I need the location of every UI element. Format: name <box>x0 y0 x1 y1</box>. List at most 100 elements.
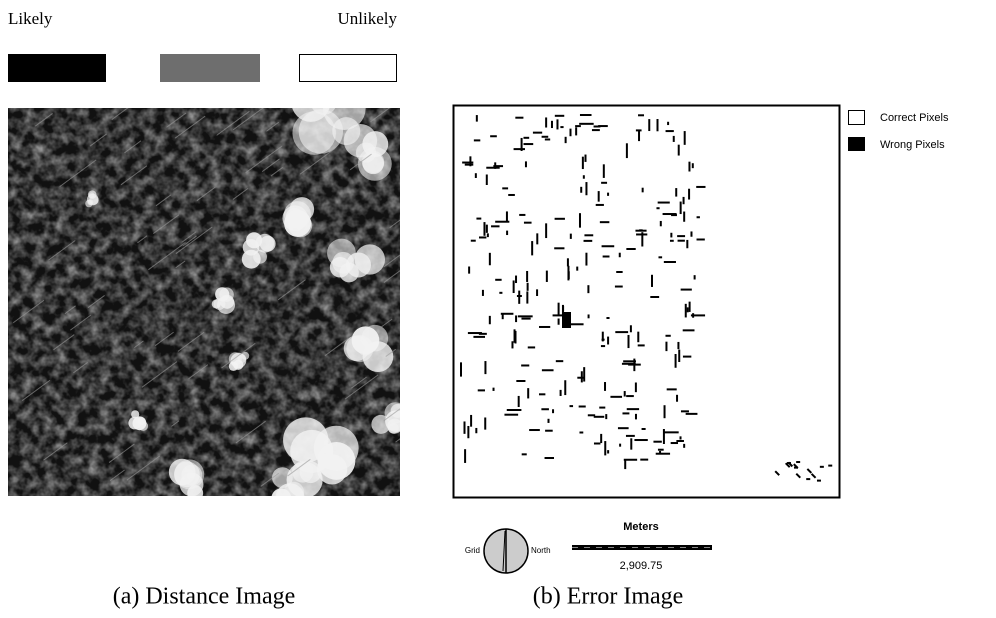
error-image-frame <box>452 104 841 499</box>
texture <box>155 194 172 207</box>
texture <box>285 207 304 226</box>
compass-right: North <box>531 546 551 555</box>
texture <box>126 455 161 481</box>
texture <box>235 420 266 444</box>
texture <box>221 342 256 369</box>
texture <box>385 410 400 432</box>
texture <box>383 254 400 268</box>
texture <box>166 112 187 128</box>
texture <box>385 348 397 357</box>
scale-value: 2,909.75 <box>620 560 663 572</box>
texture <box>211 299 221 309</box>
texture <box>287 458 311 477</box>
texture <box>124 140 142 154</box>
texture <box>362 131 389 158</box>
texture <box>182 235 197 247</box>
texture <box>12 299 45 324</box>
texture <box>182 231 197 243</box>
texture <box>255 233 275 253</box>
texture <box>232 108 264 131</box>
texture <box>21 379 51 401</box>
texture <box>806 468 813 474</box>
texture <box>48 240 76 261</box>
texture <box>196 186 216 202</box>
texture <box>174 115 206 139</box>
texture <box>317 441 356 480</box>
texture <box>242 239 260 256</box>
texture <box>141 361 178 388</box>
texture <box>237 354 247 364</box>
texture <box>174 459 205 490</box>
texture <box>270 166 284 177</box>
texture <box>171 420 180 427</box>
texture <box>389 219 400 229</box>
legend-label-wrong: Wrong Pixels <box>880 139 945 151</box>
texture <box>784 462 791 468</box>
texture <box>64 305 76 315</box>
texture <box>154 331 174 347</box>
texture <box>219 287 234 302</box>
texture <box>148 242 186 271</box>
texture <box>188 364 209 380</box>
texture <box>232 187 249 200</box>
legend-swatch-wrong <box>848 137 865 151</box>
texture <box>245 145 283 174</box>
texture <box>299 148 336 175</box>
texture <box>260 472 280 487</box>
texture <box>370 108 391 123</box>
texture <box>349 153 372 171</box>
texture <box>383 408 400 422</box>
swatch-mid <box>160 54 260 82</box>
texture <box>175 226 213 255</box>
legend-left-label: Likely <box>8 9 53 28</box>
texture <box>53 334 75 351</box>
texture <box>109 469 125 482</box>
caption-b: (b) Error Image <box>533 584 684 610</box>
texture <box>43 442 68 461</box>
texture <box>332 251 355 274</box>
legend-swatch-correct <box>848 110 865 125</box>
texture <box>354 244 386 275</box>
texture <box>152 214 180 234</box>
texture <box>34 113 53 127</box>
compass-needle <box>502 530 506 572</box>
texture <box>108 443 135 463</box>
texture <box>787 461 794 468</box>
texture <box>395 438 400 443</box>
texture <box>132 416 147 431</box>
compass-left: Grid <box>465 546 480 555</box>
texture <box>292 461 314 483</box>
texture <box>120 165 148 186</box>
error-image <box>460 114 833 482</box>
legend-label-correct: Correct Pixels <box>880 112 949 124</box>
texture <box>344 374 379 400</box>
texture <box>383 270 400 283</box>
texture <box>322 108 366 130</box>
swatch-dark <box>8 54 106 82</box>
texture <box>266 121 280 132</box>
texture <box>261 158 280 173</box>
texture <box>70 314 92 331</box>
texture <box>134 340 144 349</box>
texture <box>177 331 205 352</box>
texture <box>131 410 140 419</box>
texture <box>795 472 801 479</box>
texture <box>774 470 780 476</box>
texture <box>380 318 393 328</box>
texture <box>89 195 99 205</box>
texture <box>562 312 571 328</box>
texture <box>111 108 129 121</box>
legend-right-label: Unlikely <box>338 9 398 28</box>
scale-bar <box>572 545 712 550</box>
texture <box>73 361 88 374</box>
texture <box>87 295 105 309</box>
texture <box>351 376 367 389</box>
texture <box>357 339 374 356</box>
swatch-light <box>299 54 397 82</box>
texture <box>324 338 349 357</box>
scale-title: Meters <box>623 521 658 533</box>
texture <box>137 235 148 244</box>
caption-a: (a) Distance Image <box>113 584 296 610</box>
